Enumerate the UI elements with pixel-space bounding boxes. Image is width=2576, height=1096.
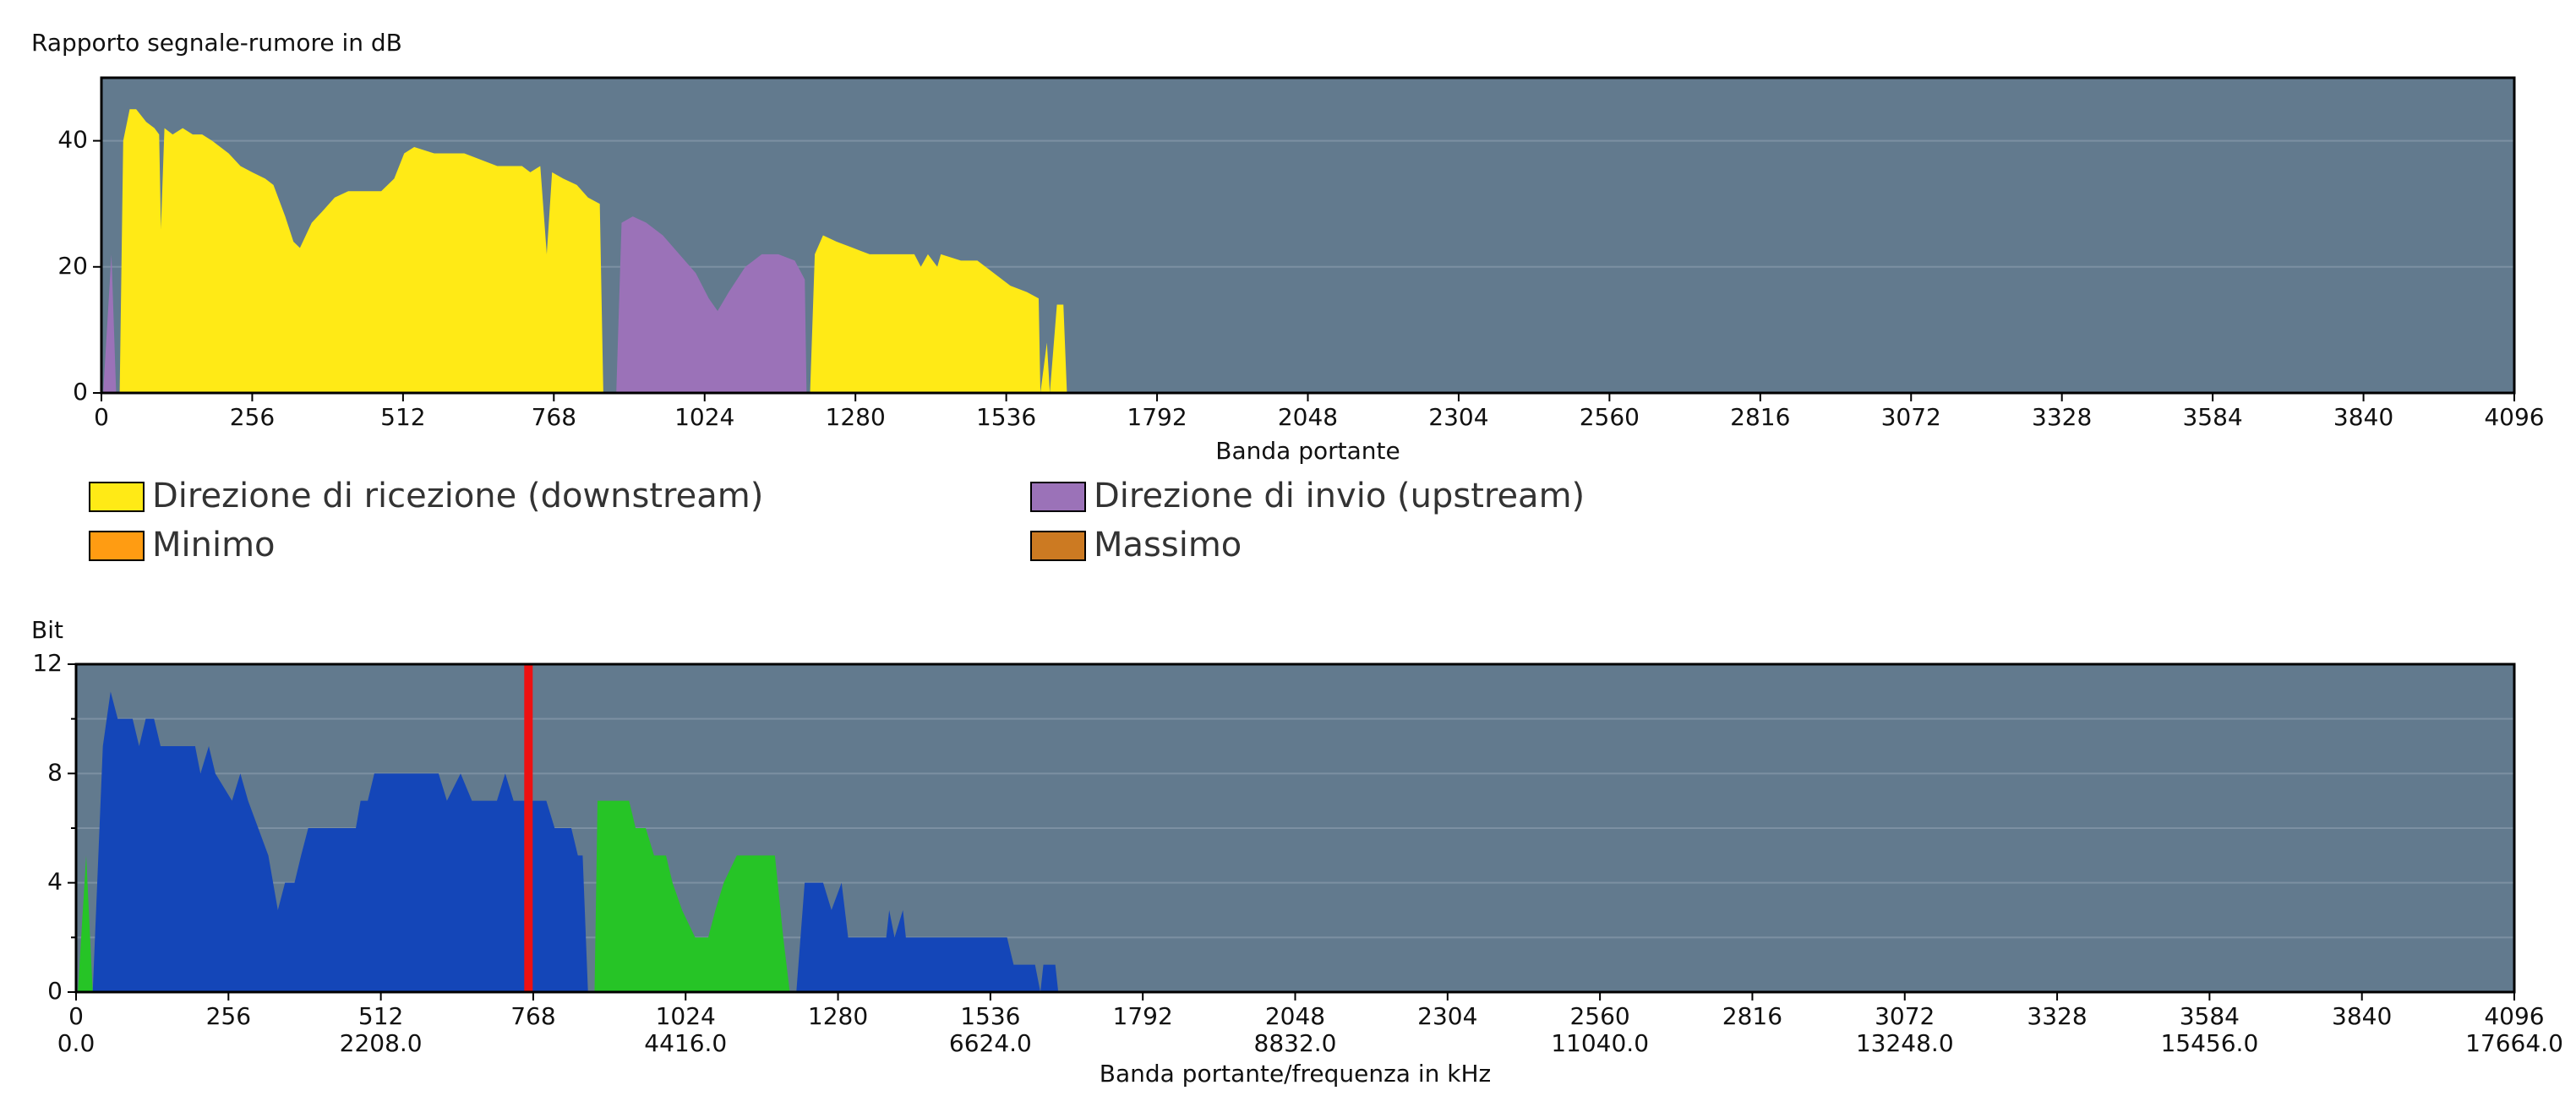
legend-label: Minimo [152,526,276,564]
x2-tick-label: 17664.0 [2465,1029,2563,1057]
legend-swatch [1030,482,1086,512]
legend-swatch [89,482,145,512]
x-tick-label: 2304 [1428,403,1488,431]
x-tick-label: 3072 [1881,403,1941,431]
x2-tick-label: 0.0 [57,1029,96,1057]
x-tick-label: 3328 [2032,403,2092,431]
x-axis-label: Banda portante [1215,437,1400,465]
x-tick-label: 512 [358,1002,403,1030]
x-tick-label: 3584 [2180,1002,2240,1030]
x2-tick-label: 2208.0 [340,1029,423,1057]
legend-swatch [1030,531,1086,561]
area-series [92,691,1059,992]
x-tick-label: 0 [68,1002,84,1030]
x-tick-label: 1792 [1113,1002,1173,1030]
chart-title: Rapporto segnale-rumore in dB [31,29,402,57]
x2-tick-label: 6624.0 [949,1029,1032,1057]
legend-label: Direzione di ricezione (downstream) [152,477,763,515]
x-tick-label: 256 [206,1002,251,1030]
y-tick-label: 8 [47,758,63,786]
x-tick-label: 2048 [1265,1002,1325,1030]
x-tick-label: 3840 [2333,403,2393,431]
area-series [78,800,790,992]
y-tick-label: 40 [57,126,88,154]
x-tick-label: 1536 [960,1002,1020,1030]
x-tick-label: 512 [380,403,425,431]
x-tick-label: 1024 [656,1002,716,1030]
x-tick-label: 768 [510,1002,555,1030]
area-series [119,109,1067,394]
x-tick-label: 2304 [1417,1002,1477,1030]
x-tick-label: 2560 [1569,1002,1629,1030]
x-tick-label: 3072 [1875,1002,1935,1030]
legend-swatch [89,531,145,561]
area-series [103,216,807,393]
x-tick-label: 2816 [1730,403,1790,431]
x-tick-label: 1024 [674,403,734,431]
x-tick-label: 768 [532,403,576,431]
x-tick-label: 1536 [976,403,1036,431]
y-tick-label: 12 [32,649,63,677]
x-tick-label: 2048 [1278,403,1338,431]
y-tick-label: 4 [47,868,63,896]
y-tick-label: 0 [47,977,63,1005]
chart-title: Bit [31,616,63,644]
x-tick-label: 4096 [2484,403,2544,431]
x-tick-label: 256 [230,403,275,431]
y-tick-label: 20 [57,252,88,280]
x-tick-label: 2560 [1580,403,1640,431]
x-tick-label: 1280 [826,403,886,431]
x2-tick-label: 4416.0 [644,1029,727,1057]
y-tick-label: 0 [73,378,88,406]
x-tick-label: 2816 [1722,1002,1782,1030]
x-axis-label: Banda portante/frequenza in kHz [1100,1060,1492,1088]
x-tick-label: 1280 [808,1002,868,1030]
x-tick-label: 3840 [2332,1002,2392,1030]
x-tick-label: 0 [94,403,109,431]
x2-tick-label: 13248.0 [1856,1029,1954,1057]
x-tick-label: 3584 [2182,403,2242,431]
legend-label: Direzione di invio (upstream) [1094,477,1585,515]
x-tick-label: 3328 [2027,1002,2087,1030]
x2-tick-label: 15456.0 [2160,1029,2258,1057]
x-tick-label: 4096 [2484,1002,2544,1030]
x2-tick-label: 8832.0 [1254,1029,1337,1057]
x-tick-label: 1792 [1127,403,1187,431]
legend-label: Massimo [1094,526,1242,564]
x2-tick-label: 11040.0 [1551,1029,1649,1057]
